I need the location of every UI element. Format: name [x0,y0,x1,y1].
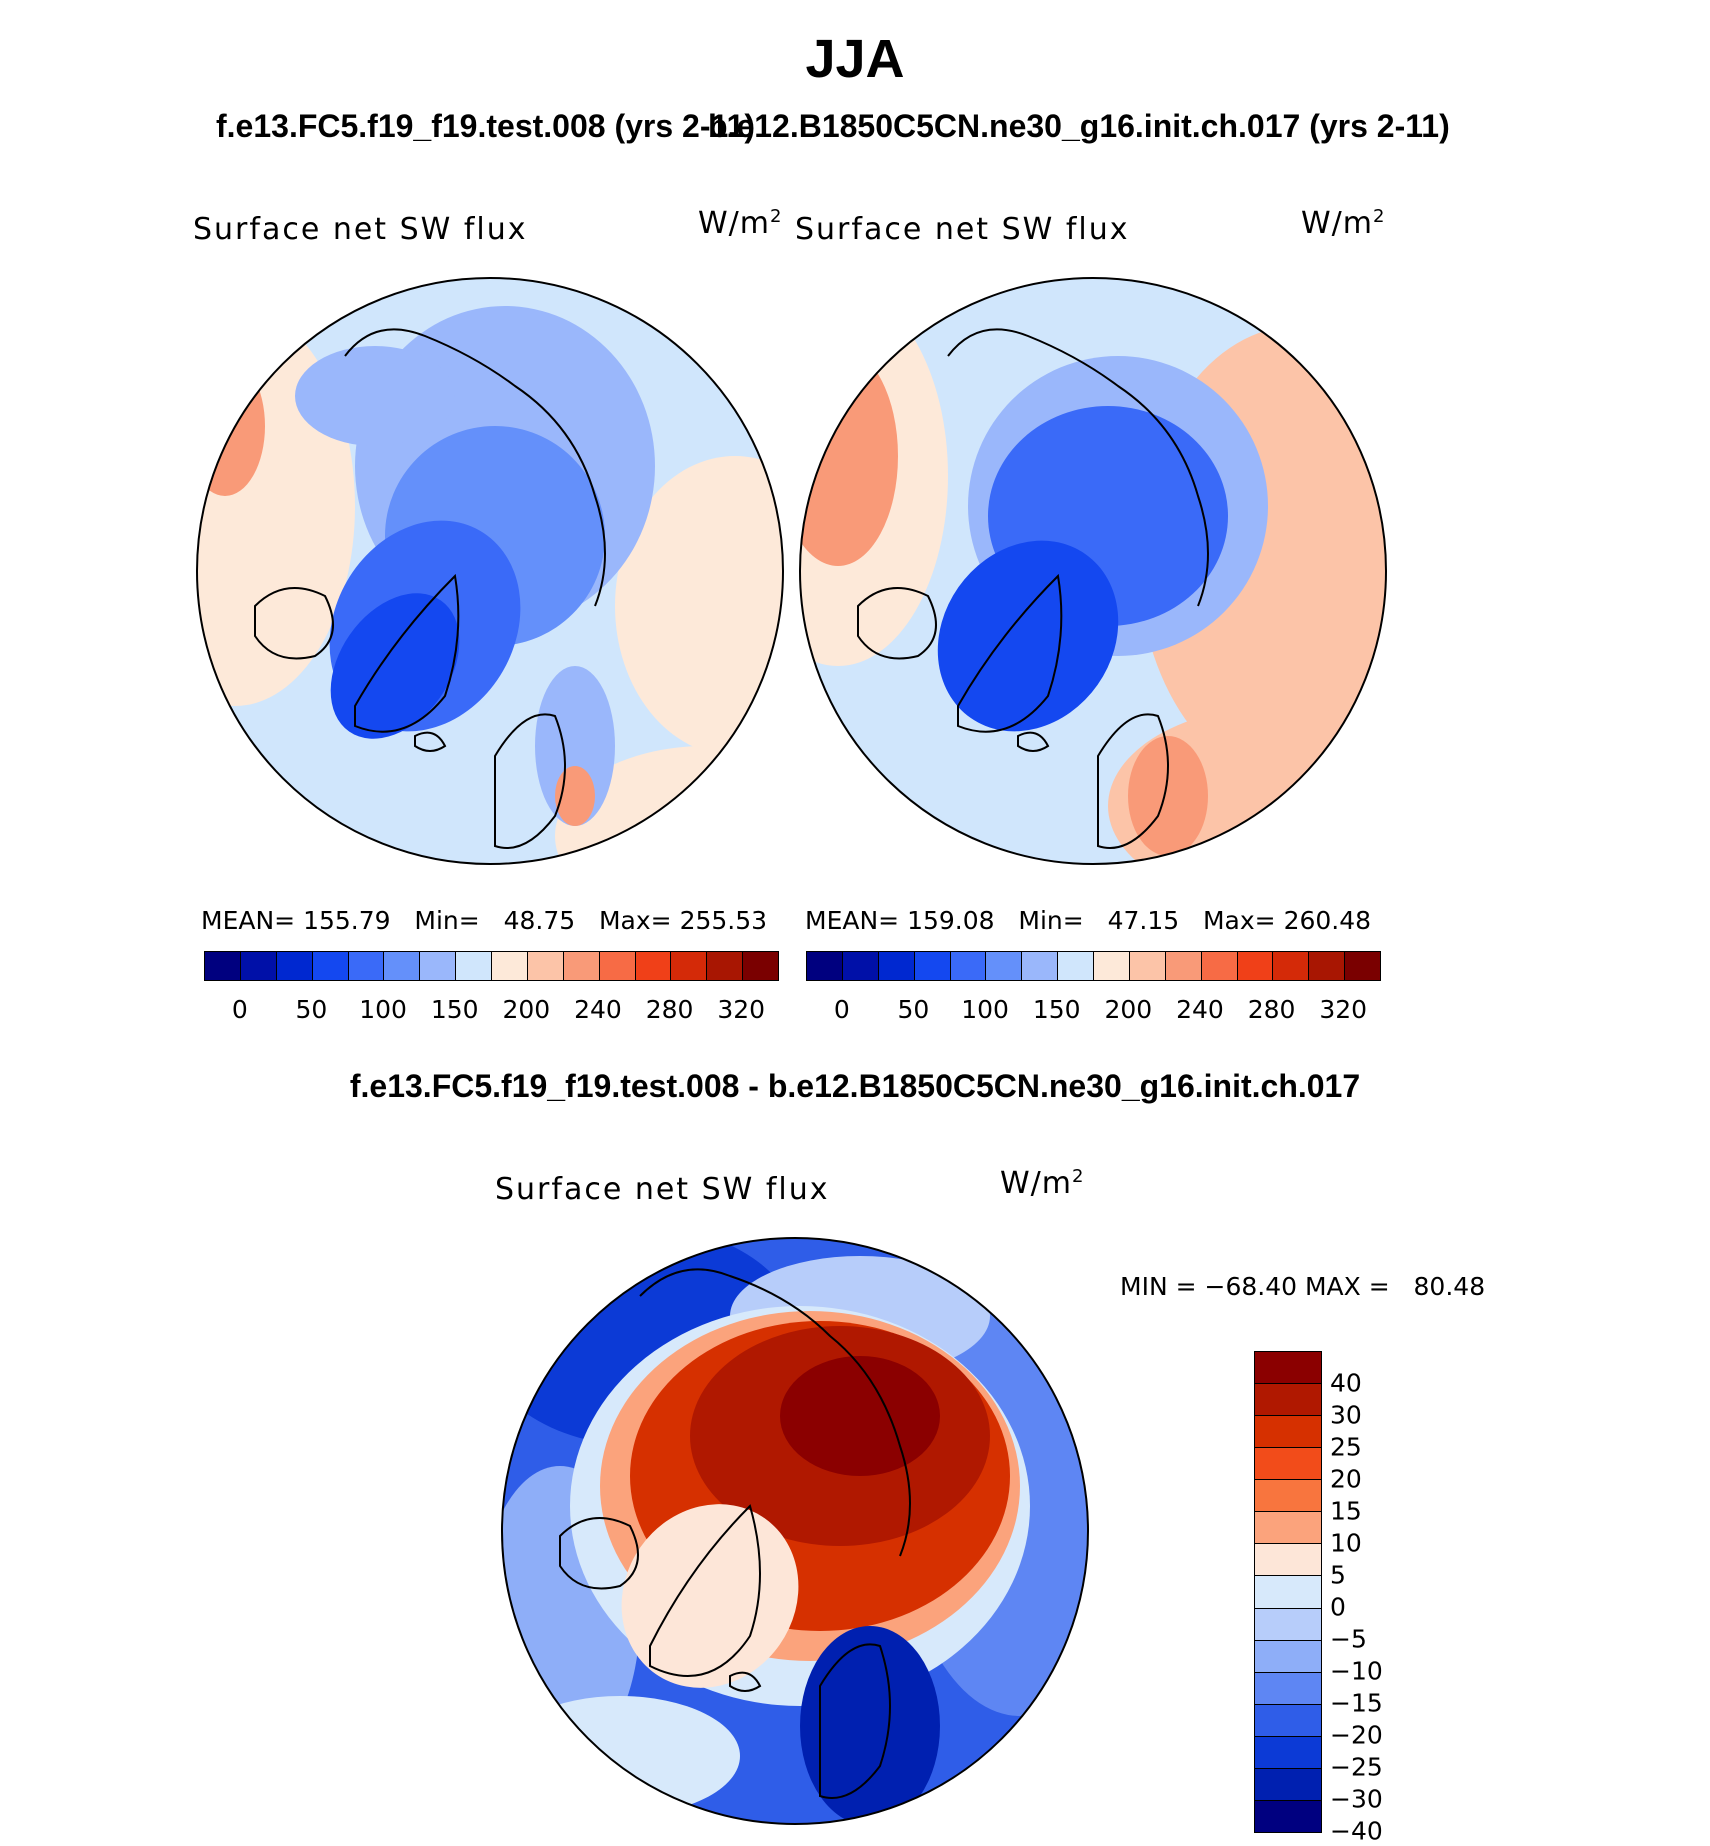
colorbar-swatch [1255,1576,1321,1609]
colorbar-tick-label: −30 [1330,1784,1383,1814]
colorbar-tick-label: 40 [1330,1368,1362,1398]
colorbar-swatch [1255,1512,1321,1545]
colorbar-tick-label: 50 [295,995,328,1024]
colorbar-tick-label: 280 [645,995,694,1024]
panel1-polar-map [196,277,784,865]
colorbar-swatch [240,952,277,980]
colorbar-swatch [1201,952,1238,980]
colorbar-tick-label: −40 [1330,1816,1383,1846]
colorbar-tick-label: 30 [1330,1400,1362,1430]
colorbar-swatch [1273,952,1310,980]
colorbar-swatch [1255,1640,1321,1673]
panel2-colorbar [806,951,1381,981]
diff-colorbar [1254,1351,1322,1833]
colorbar-tick-label: 25 [1330,1432,1362,1462]
colorbar-tick-label: 100 [961,995,1009,1024]
colorbar-swatch [842,952,879,980]
colorbar-swatch [1022,952,1059,980]
colorbar-swatch [1309,952,1346,980]
colorbar-swatch [312,952,349,980]
diff-minmax: MIN = −68.40 MAX = 80.48 [1120,1272,1486,1301]
colorbar-tick-label: 15 [1330,1496,1362,1526]
colorbar-tick-label: 100 [359,995,407,1024]
colorbar-swatch [914,952,951,980]
colorbar-swatch [1255,1352,1321,1385]
colorbar-swatch [563,952,600,980]
colorbar-tick-label: 240 [1176,995,1224,1024]
diff-title: f.e13.FC5.f19_f19.test.008 - b.e12.B1850… [349,1068,1361,1104]
colorbar-swatch [950,952,987,980]
colorbar-tick-label: −20 [1330,1720,1383,1750]
colorbar-swatch [807,952,843,980]
colorbar-swatch [456,952,492,980]
colorbar-swatch [635,952,672,980]
colorbar-swatch [1255,1704,1321,1737]
diff-panel-label: Surface net SW flux [495,1172,830,1207]
diff-panel-units: W/m2 [1000,1166,1085,1201]
colorbar-tick-label: −10 [1330,1656,1383,1686]
colorbar-swatch [1255,1416,1321,1449]
panel1-units: W/m2 [698,206,783,241]
colorbar-swatch [1255,1800,1321,1832]
colorbar-swatch [878,952,915,980]
panel2-units: W/m2 [1301,206,1386,241]
colorbar-swatch [1165,952,1202,980]
colorbar-tick-label: 150 [430,995,479,1024]
colorbar-tick-label: 200 [502,995,551,1024]
panel1-label: Surface net SW flux [193,212,528,247]
main-title: JJA [805,29,905,89]
colorbar-tick-label: 320 [1319,995,1368,1024]
colorbar-swatch [1255,1480,1321,1513]
colorbar-swatch [1255,1544,1321,1577]
colorbar-tick-label: 240 [574,995,622,1024]
colorbar-swatch [1094,952,1130,980]
panel1-colorbar [204,951,779,981]
colorbar-swatch [707,952,744,980]
colorbar-tick-label: −5 [1330,1624,1367,1654]
colorbar-swatch [384,952,421,980]
colorbar-swatch [986,952,1023,980]
colorbar-tick-label: 320 [717,995,766,1024]
colorbar-tick-label: 5 [1330,1560,1346,1590]
colorbar-swatch [1255,1768,1321,1801]
colorbar-swatch [1255,1608,1321,1641]
colorbar-swatch [1255,1448,1321,1481]
colorbar-swatch [1345,952,1380,980]
panel2-stats: MEAN= 159.08 Min= 47.15 Max= 260.48 [805,906,1372,935]
colorbar-tick-label: 0 [231,995,248,1024]
colorbar-tick-label: 20 [1330,1464,1362,1494]
colorbar-tick-label: 200 [1104,995,1153,1024]
panel2-polar-map [799,277,1387,865]
colorbar-tick-label: 50 [897,995,930,1024]
colorbar-swatch [599,952,636,980]
colorbar-tick-label: 150 [1032,995,1081,1024]
panel2-label: Surface net SW flux [795,212,1130,247]
colorbar-tick-label: 10 [1330,1528,1362,1558]
diff-polar-map [501,1237,1089,1825]
colorbar-tick-label: −15 [1330,1688,1383,1718]
colorbar-swatch [1255,1384,1321,1417]
colorbar-swatch [205,952,241,980]
colorbar-swatch [1237,952,1274,980]
colorbar-swatch [492,952,528,980]
panel1-stats: MEAN= 155.79 Min= 48.75 Max= 255.53 [201,906,768,935]
colorbar-tick-label: −25 [1330,1752,1383,1782]
colorbar-swatch [348,952,385,980]
colorbar-swatch [1255,1736,1321,1769]
case2-title: b.e12.B1850C5CN.ne30_g16.init.ch.017 (yr… [708,108,1450,144]
colorbar-tick-label: 0 [1330,1592,1346,1622]
colorbar-swatch [527,952,564,980]
colorbar-tick-label: 0 [833,995,850,1024]
colorbar-swatch [671,952,708,980]
case1-title: f.e13.FC5.f19_f19.test.008 (yrs 2-11) [216,108,755,144]
colorbar-swatch [1255,1672,1321,1705]
colorbar-tick-label: 280 [1247,995,1296,1024]
colorbar-swatch [1058,952,1094,980]
colorbar-swatch [276,952,313,980]
colorbar-swatch [420,952,457,980]
colorbar-swatch [743,952,778,980]
colorbar-swatch [1129,952,1166,980]
